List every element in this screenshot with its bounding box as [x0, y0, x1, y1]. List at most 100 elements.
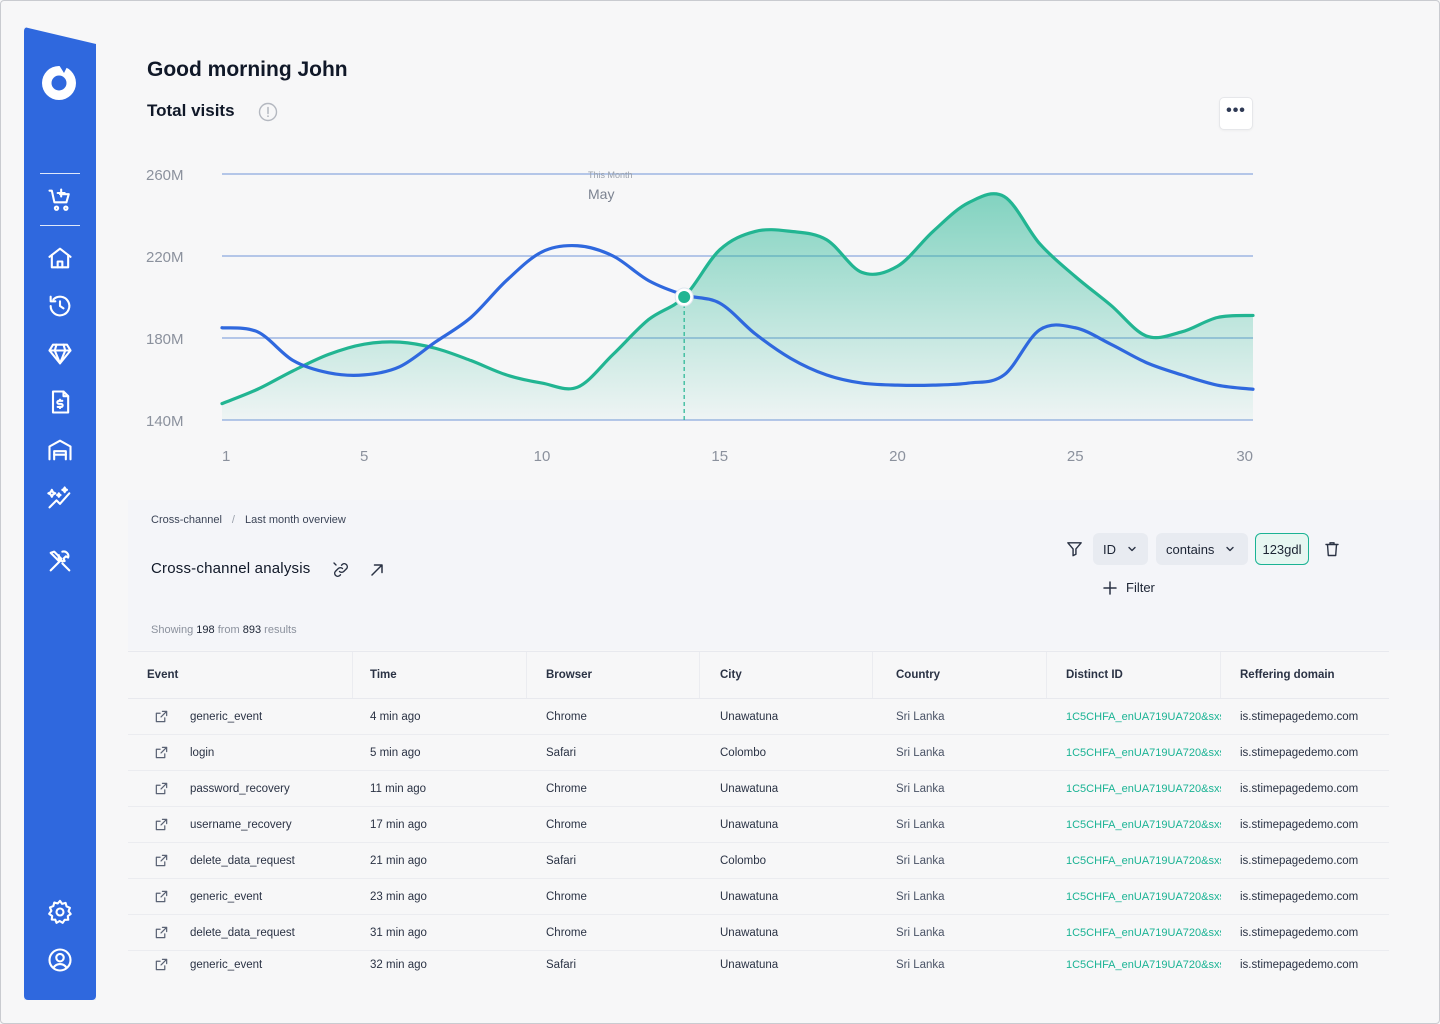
tools-icon[interactable] [44, 545, 76, 577]
cell-country-text: Sri Lanka [896, 854, 945, 867]
cell-browser-text: Safari [546, 958, 577, 971]
warehouse-icon[interactable] [44, 434, 76, 466]
column-header-city[interactable]: City [700, 652, 873, 698]
y-tick-label: 140M [146, 413, 184, 430]
cell-country-text: Sri Lanka [896, 926, 945, 939]
cell-time-text: 5 min ago [370, 746, 421, 759]
diamond-icon[interactable] [44, 338, 76, 370]
cell-event: generic_event [128, 879, 353, 914]
trash-icon[interactable] [1322, 539, 1342, 559]
cell-country-text: Sri Lanka [896, 746, 945, 759]
cell-time: 11 min ago [353, 771, 527, 806]
table-row[interactable]: generic_event 32 min ago Safari Unawatuna Sr… [128, 951, 1389, 978]
cell-browser-text: Chrome [546, 782, 587, 795]
x-tick-label: 25 [1067, 448, 1084, 465]
open-event-icon[interactable] [154, 781, 169, 796]
cell-time-text: 23 min ago [370, 890, 427, 903]
cell-event: generic_event [128, 951, 353, 978]
tooltip-point[interactable] [678, 291, 691, 303]
analysis-panel [128, 500, 1440, 650]
open-event-icon[interactable] [154, 709, 169, 724]
cell-browser-text: Chrome [546, 710, 587, 723]
filter-field-select[interactable]: ID [1093, 533, 1148, 565]
info-icon[interactable] [258, 102, 278, 122]
cell-city-text: Unawatuna [720, 710, 779, 723]
column-header-time[interactable]: Time [353, 652, 527, 698]
table-body: generic_event 4 min ago Chrome Unawatuna Sri… [128, 699, 1389, 978]
cell-time-text: 11 min ago [370, 782, 427, 795]
gear-icon[interactable] [44, 896, 76, 928]
cell-referring-domain-text: is.stimepagedemo.com [1240, 818, 1359, 831]
cell-referring-domain-text: is.stimepagedemo.com [1240, 890, 1359, 903]
cell-distinct-id: 1C5CHFA_enUA719UA720&sxs [1047, 807, 1221, 842]
column-header-event[interactable]: Event [128, 652, 353, 698]
table-row[interactable]: delete_data_request 31 min ago Chrome Unawa… [128, 915, 1389, 951]
open-event-icon[interactable] [154, 889, 169, 904]
cell-country-text: Sri Lanka [896, 782, 945, 795]
breadcrumb-item[interactable]: Last month overview [244, 514, 346, 526]
cell-browser: Chrome [527, 915, 700, 950]
add-filter-button[interactable]: Filter [1103, 580, 1155, 595]
chevron-down-icon [1128, 546, 1136, 552]
more-options-button[interactable]: ••• [1219, 97, 1253, 130]
cell-time: 23 min ago [353, 879, 527, 914]
chevron-down-icon [1226, 546, 1235, 552]
cell-city-text: Unawatuna [720, 818, 779, 831]
cell-city-text: Colombo [720, 854, 767, 867]
home-icon[interactable] [44, 242, 76, 274]
column-header-distinct-id[interactable]: Distinct ID [1047, 652, 1221, 698]
table-row[interactable]: username_recovery 17 min ago Chrome Unawatu… [128, 807, 1389, 843]
table-row[interactable]: delete_data_request 21 min ago Safari Colom… [128, 843, 1389, 879]
column-header-browser[interactable]: Browser [527, 652, 700, 698]
column-header-country[interactable]: Country [873, 652, 1047, 698]
invoice-icon[interactable] [44, 386, 76, 418]
cell-event-text: generic_event [190, 710, 263, 723]
cell-city-text: Unawatuna [720, 782, 779, 795]
cell-referring-domain: is.stimepagedemo.com [1221, 771, 1389, 806]
cart-add-icon[interactable] [44, 184, 76, 216]
cell-distinct-id: 1C5CHFA_enUA719UA720&sxs [1047, 735, 1221, 770]
cell-distinct-id-text: 1C5CHFA_enUA719UA720&sxs [1066, 926, 1221, 939]
table-row[interactable]: generic_event 4 min ago Chrome Unawatuna Sri… [128, 699, 1389, 735]
filter-value-input[interactable]: 123gdl [1255, 533, 1309, 565]
results-summary: Showing 198 from 893 results [151, 624, 297, 636]
cell-city: Unawatuna [700, 699, 873, 734]
app-logo[interactable] [38, 61, 80, 103]
cell-browser: Safari [527, 735, 700, 770]
more-icon: ••• [1226, 101, 1246, 119]
filter-operator-select[interactable]: contains [1156, 533, 1248, 565]
cell-country: Sri Lanka [873, 915, 1047, 950]
history-icon[interactable] [44, 290, 76, 322]
series-line [220, 192, 1255, 406]
x-tick-label: 30 [1236, 448, 1253, 465]
cell-distinct-id: 1C5CHFA_enUA719UA720&sxs [1047, 915, 1221, 950]
results-shown-count: 198 [196, 624, 215, 636]
cell-browser: Safari [527, 843, 700, 878]
column-header-referring-domain[interactable]: Reffering domain [1240, 669, 1335, 681]
cell-distinct-id: 1C5CHFA_enUA719UA720&sxs [1047, 843, 1221, 878]
breadcrumb-item[interactable]: Cross-channel [151, 514, 222, 526]
cell-time: 31 min ago [353, 915, 527, 950]
open-event-icon[interactable] [154, 817, 169, 832]
table-row[interactable]: login 5 min ago Safari Colombo Sri Lanka 1C5C… [128, 735, 1389, 771]
cell-country: Sri Lanka [873, 879, 1047, 914]
x-tick-label: 5 [360, 448, 368, 465]
cell-city: Unawatuna [700, 771, 873, 806]
cell-distinct-id-text: 1C5CHFA_enUA719UA720&sxs [1066, 958, 1221, 971]
open-external-icon[interactable] [367, 560, 387, 580]
user-icon[interactable] [44, 944, 76, 976]
results-middle: from [217, 624, 240, 636]
cell-event-text: username_recovery [190, 818, 292, 831]
cell-browser: Safari [527, 951, 700, 978]
table-row[interactable]: generic_event 23 min ago Chrome Unawatuna Sr… [128, 879, 1389, 915]
open-event-icon[interactable] [154, 745, 169, 760]
open-event-icon[interactable] [154, 925, 169, 940]
link-icon[interactable] [331, 560, 351, 580]
open-event-icon[interactable] [154, 853, 169, 868]
sparkle-trend-icon[interactable] [44, 482, 76, 514]
cell-time-text: 17 min ago [370, 818, 427, 831]
cell-browser-text: Chrome [546, 818, 587, 831]
cell-referring-domain-text: is.stimepagedemo.com [1240, 854, 1359, 867]
open-event-icon[interactable] [154, 957, 169, 972]
table-row[interactable]: password_recovery 11 min ago Chrome Unawatu… [128, 771, 1389, 807]
